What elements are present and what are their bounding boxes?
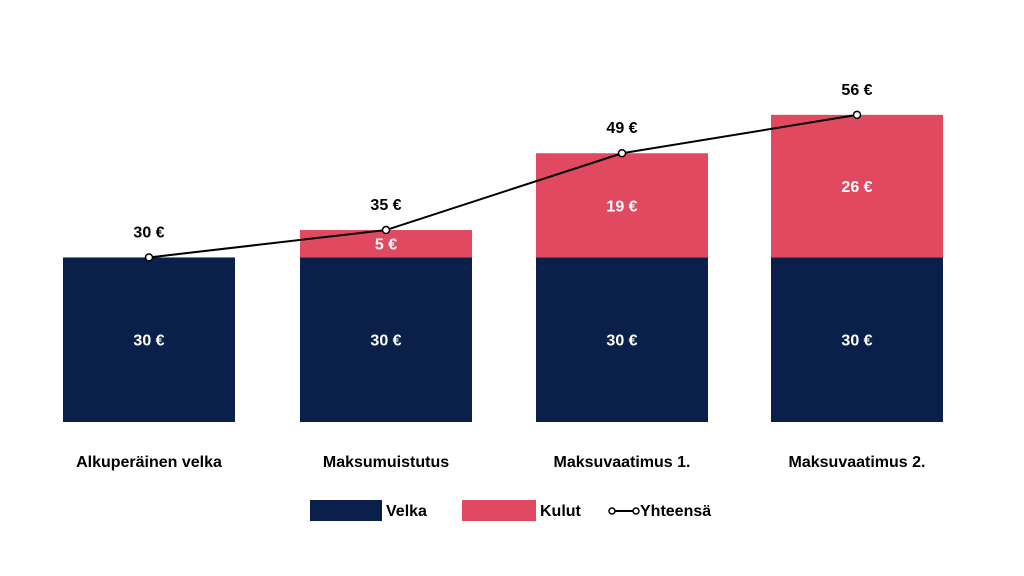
bar-label-kulut-2: 19 €	[606, 198, 637, 215]
category-label-3: Maksuvaatimus 2.	[789, 454, 926, 471]
legend-swatch-velka	[310, 500, 382, 521]
total-point-0	[144, 253, 154, 262]
total-label-0: 30 €	[133, 224, 164, 241]
total-point-2	[617, 148, 627, 158]
bar-velka-3	[771, 257, 943, 422]
total-point-1	[381, 225, 391, 235]
bar-label-velka-0: 30 €	[133, 333, 164, 350]
total-line	[148, 113, 858, 259]
bar-kulut-3	[771, 114, 943, 258]
bar-kulut-2	[536, 153, 708, 258]
legend-label-velka: Velka	[386, 503, 427, 520]
legend-label-kulut: Kulut	[540, 503, 582, 520]
bar-velka-1	[300, 257, 472, 422]
bar-label-kulut-1: 5 €	[375, 237, 397, 254]
legend-line-point-right	[632, 507, 640, 515]
bar-velka-0	[63, 257, 235, 422]
total-point-3	[852, 110, 862, 120]
total-label-2: 49 €	[606, 120, 637, 137]
legend-swatch-kulut	[462, 500, 536, 521]
legend-line-point-left	[608, 507, 616, 515]
bar-label-velka-3: 30 €	[841, 333, 872, 350]
category-label-2: Maksuvaatimus 1.	[554, 454, 691, 471]
bar-label-velka-2: 30 €	[606, 333, 637, 350]
bar-label-kulut-3: 26 €	[841, 179, 872, 196]
legend-label-yhteensa: Yhteensä	[640, 503, 711, 520]
total-label-1: 35 €	[370, 197, 401, 214]
legend: Velka Kulut Yhteensä	[310, 500, 711, 521]
bar-label-velka-1: 30 €	[370, 333, 401, 350]
category-label-0: Alkuperäinen velka	[76, 454, 222, 471]
total-line-layer: 30 € 35 € 49 € 56 €	[133, 82, 873, 262]
bar-velka-2	[536, 257, 708, 422]
bars-layer: 30 € 30 € 5 € 30 € 19 € 30 € 26 €	[63, 114, 943, 422]
category-label-1: Maksumuistutus	[323, 454, 449, 471]
total-label-3: 56 €	[841, 82, 872, 99]
bar-kulut-1	[300, 230, 472, 258]
category-labels: Alkuperäinen velka Maksumuistutus Maksuvaa…	[76, 454, 925, 471]
